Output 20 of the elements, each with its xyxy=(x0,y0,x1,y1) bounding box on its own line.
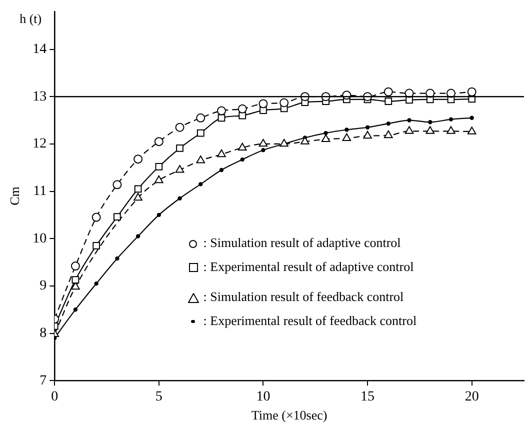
legend-label: : Simulation result of feedback control xyxy=(202,288,404,304)
y-axis-title: Cm xyxy=(7,186,22,206)
y-tick-label: 11 xyxy=(33,184,47,199)
y-tick-label: 12 xyxy=(32,136,47,152)
y-tick-label: 13 xyxy=(32,89,47,104)
y-tick-label: 10 xyxy=(32,231,47,246)
legend-label: : Simulation result of adaptive control xyxy=(202,234,401,250)
legend-label: : Experimental result of feedback control xyxy=(202,312,417,328)
x-tick-label: 10 xyxy=(256,390,270,405)
text: h (t) xyxy=(20,11,42,26)
y-tick-label: 7 xyxy=(40,373,47,388)
x-tick-label: 15 xyxy=(360,390,375,405)
x-axis-title: Time (×10sec) xyxy=(251,408,328,423)
legend-label: : Experimental result of adaptive control xyxy=(202,258,414,274)
x-tick-label: 5 xyxy=(155,390,162,405)
x-tick-label: 0 xyxy=(51,390,58,405)
x-tick-label: 20 xyxy=(464,390,479,405)
y-tick-label: 9 xyxy=(40,278,47,294)
y-tick-label: 14 xyxy=(32,42,47,57)
y-tick-label: 8 xyxy=(40,326,47,341)
